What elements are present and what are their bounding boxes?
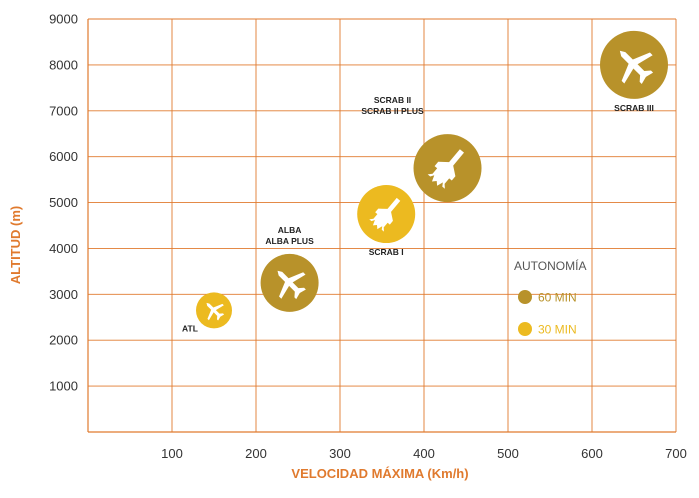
jet-icon	[369, 197, 401, 232]
plane-icon	[206, 302, 225, 321]
y-tick-label: 7000	[49, 103, 78, 118]
y-tick-label: 3000	[49, 287, 78, 302]
data-point	[413, 134, 482, 203]
x-axis-title: VELOCIDAD MÁXIMA (Km/h)	[291, 466, 468, 481]
data-point	[260, 253, 319, 312]
point-label: SCRAB II PLUS	[361, 106, 424, 116]
y-tick-label: 9000	[49, 12, 78, 27]
legend: AUTONOMÍA 60 MIN 30 MIN	[514, 258, 586, 337]
x-tick-label: 300	[329, 446, 351, 461]
y-tick-label: 2000	[49, 333, 78, 348]
point-label: SCRAB I	[369, 247, 404, 257]
grid	[87, 18, 677, 433]
data-point	[196, 292, 232, 329]
y-tick-label: 4000	[49, 241, 78, 256]
x-tick-label: 600	[581, 446, 603, 461]
point-label: SCRAB III	[614, 103, 654, 113]
y-tick-label: 8000	[49, 57, 78, 72]
x-tick-label: 400	[413, 446, 435, 461]
legend-swatch	[518, 290, 532, 304]
y-tick-label: 5000	[49, 195, 78, 210]
data-point	[600, 30, 668, 99]
plane-icon	[619, 50, 654, 84]
point-label: ATL	[182, 323, 198, 333]
point-label: ALBA PLUS	[265, 236, 314, 246]
y-axis-title: ALTITUD (m)	[8, 206, 23, 284]
x-tick-label: 700	[665, 446, 687, 461]
x-tick-label: 100	[161, 446, 183, 461]
data-point	[357, 185, 416, 244]
point-label: ALBA	[278, 225, 302, 235]
tick-labels: 100 200 300 400 500 600 700 1000 2000 3000 4000 500…	[49, 12, 687, 462]
x-tick-label: 500	[497, 446, 519, 461]
y-tick-label: 6000	[49, 149, 78, 164]
y-tick-label: 1000	[49, 379, 78, 394]
jet-icon	[427, 149, 465, 189]
legend-label: 60 MIN	[538, 291, 577, 305]
legend-title: AUTONOMÍA	[514, 258, 586, 273]
legend-label: 30 MIN	[538, 323, 577, 337]
data-points	[196, 30, 668, 329]
plane-icon	[277, 270, 306, 300]
x-tick-label: 200	[245, 446, 267, 461]
point-label: SCRAB II	[374, 95, 411, 105]
legend-swatch	[518, 322, 532, 336]
